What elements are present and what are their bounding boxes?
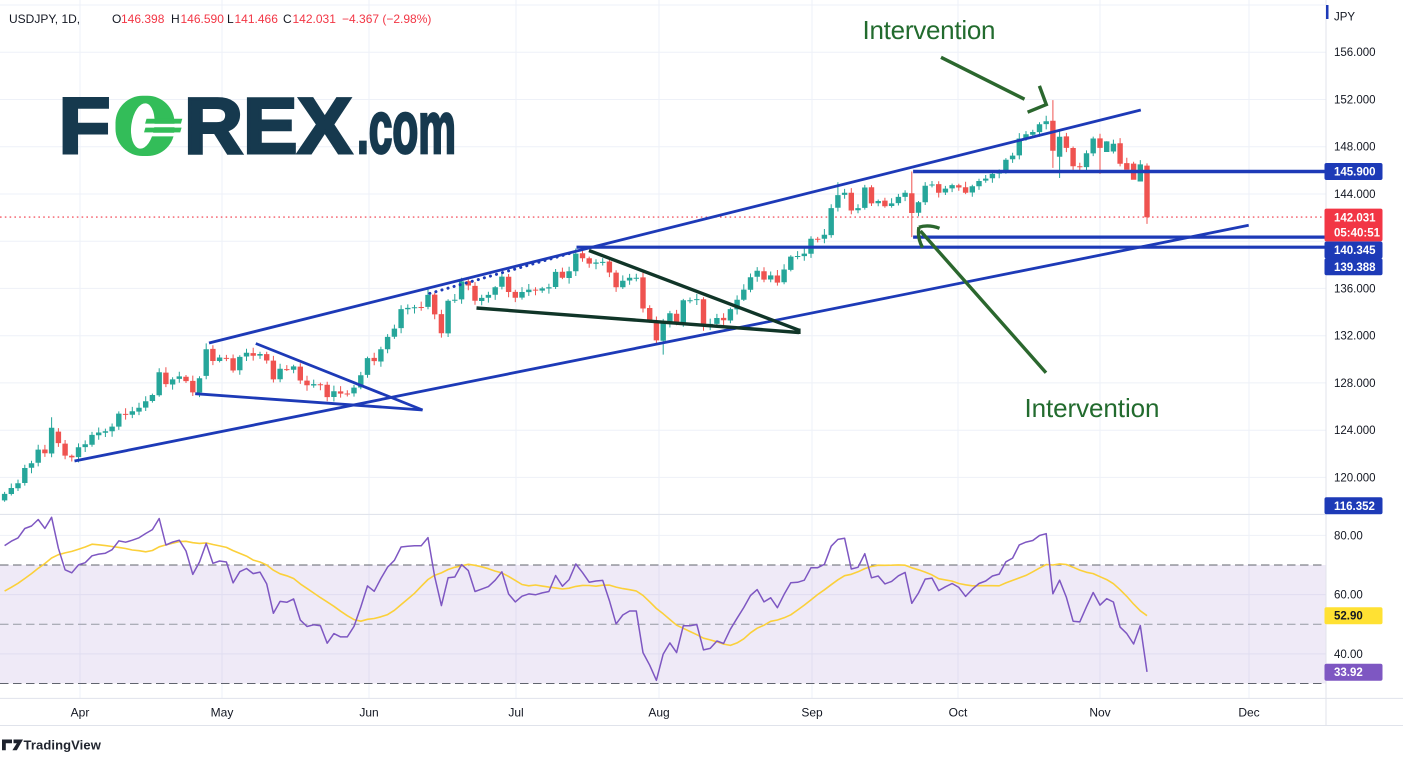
svg-text:Oct: Oct [949,706,968,720]
svg-text:144.000: 144.000 [1334,189,1376,201]
svg-text:Nov: Nov [1089,706,1110,720]
svg-text:116.352: 116.352 [1334,501,1375,513]
svg-text:L: L [227,12,234,26]
svg-text:O: O [112,12,121,26]
svg-text:F: F [59,81,111,170]
svg-text:−4.367 (−2.98%): −4.367 (−2.98%) [342,12,431,26]
svg-text:141.466: 141.466 [235,12,279,26]
svg-text:140.345: 140.345 [1334,245,1376,257]
svg-text:136.000: 136.000 [1334,283,1376,295]
svg-text:H: H [171,12,180,26]
svg-text:May: May [211,706,234,720]
svg-text:145.900: 145.900 [1334,167,1376,179]
svg-text:JPY: JPY [1334,12,1355,24]
svg-text:C: C [283,12,292,26]
svg-text:142.031: 142.031 [293,12,337,26]
svg-text:120.000: 120.000 [1334,472,1376,484]
svg-text:152.000: 152.000 [1334,95,1376,107]
svg-text:USDJPY, 1D,: USDJPY, 1D, [9,12,80,26]
svg-text:.com: .com [357,88,456,169]
svg-text:Jul: Jul [508,706,523,720]
svg-text:156.000: 156.000 [1334,47,1376,59]
svg-text:Intervention: Intervention [1025,393,1160,423]
svg-text:52.90: 52.90 [1334,611,1363,623]
svg-text:TradingView: TradingView [24,738,102,753]
svg-text:33.92: 33.92 [1334,667,1363,679]
svg-text:Jun: Jun [359,706,378,720]
svg-text:05:40:51: 05:40:51 [1334,228,1381,240]
svg-text:139.388: 139.388 [1334,262,1376,274]
svg-text:132.000: 132.000 [1334,331,1376,343]
svg-text:142.031: 142.031 [1334,213,1376,225]
svg-text:40.00: 40.00 [1334,649,1363,661]
svg-text:60.00: 60.00 [1334,590,1363,602]
svg-text:124.000: 124.000 [1334,425,1376,437]
svg-text:146.590: 146.590 [181,12,225,26]
svg-text:Intervention: Intervention [863,15,996,45]
svg-text:Dec: Dec [1238,706,1259,720]
svg-text:148.000: 148.000 [1334,142,1376,154]
svg-text:Sep: Sep [801,706,823,720]
svg-text:Aug: Aug [648,706,669,720]
svg-text:146.398: 146.398 [121,12,165,26]
svg-text:128.000: 128.000 [1334,378,1376,390]
svg-text:80.00: 80.00 [1334,530,1363,542]
svg-text:Apr: Apr [71,706,90,720]
svg-text:REX: REX [184,81,352,170]
